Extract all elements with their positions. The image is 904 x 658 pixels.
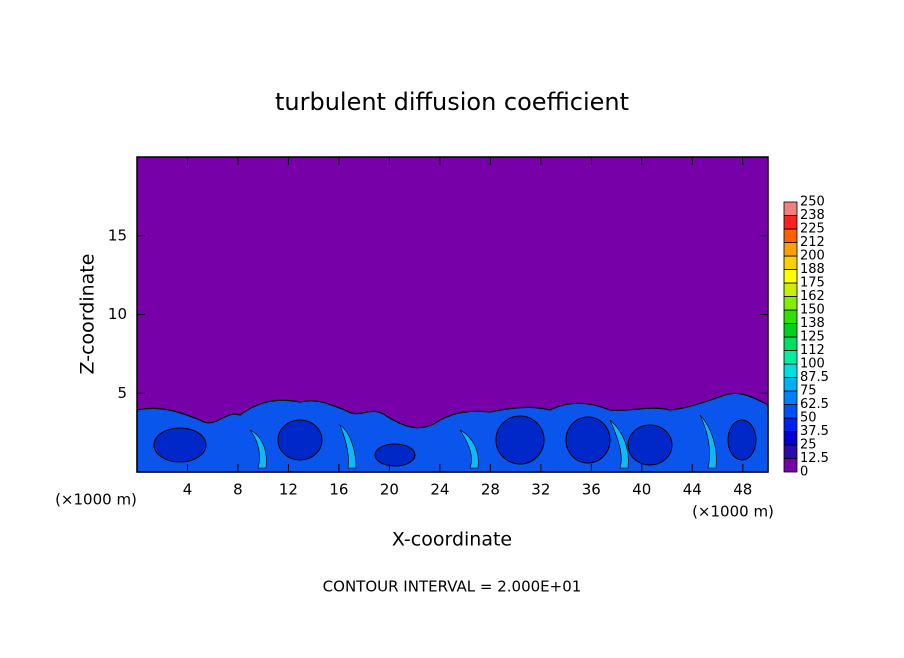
colorbar-label: 62.5 [800,397,829,412]
colorbar-swatch [783,363,798,378]
colorbar-swatch [783,417,798,432]
field-streak [339,424,357,469]
field-streak [249,429,267,469]
colorbar-swatch [783,296,798,311]
colorbar-swatch [783,431,798,446]
colorbar-swatch [783,377,798,392]
colorbar-label: 250 [800,195,825,210]
field-blob [727,419,757,461]
field-streak [699,414,717,469]
x-unit-label: (×1000 m) [692,503,774,521]
x-tick-label: 12 [279,481,298,499]
field-streak [459,429,479,469]
field-streak [609,419,629,469]
colorbar-label: 25 [800,438,817,453]
field-blob [153,427,207,463]
field-blob [277,419,323,461]
colorbar-label: 212 [800,235,825,250]
colorbar-label: 162 [800,289,825,304]
colorbar-swatch [783,336,798,351]
x-tick-label: 24 [430,481,449,499]
x-tick-label: 28 [481,481,500,499]
x-tick-label: 48 [733,481,752,499]
colorbar-swatch [783,458,798,473]
colorbar-label: 238 [800,208,825,223]
x-axis-label: X-coordinate [392,529,512,551]
colorbar-label: 87.5 [800,370,829,385]
y-tick-label: 10 [108,305,127,323]
colorbar-swatch [783,350,798,365]
x-tick-label: 8 [233,481,243,499]
colorbar-label: 125 [800,330,825,345]
colorbar-label: 200 [800,249,825,264]
colorbar-label: 188 [800,262,825,277]
colorbar-label: 138 [800,316,825,331]
field-detail [136,392,769,473]
y-axis-label: Z-coordinate [77,254,99,375]
colorbar-label: 50 [800,411,817,426]
colorbar-swatch [783,390,798,405]
field-blob [374,443,416,467]
colorbar-label: 175 [800,276,825,291]
colorbar-label: 75 [800,384,817,399]
colorbar-swatch [783,323,798,338]
colorbar-swatch [783,269,798,284]
colorbar-label: 0 [800,465,808,480]
colorbar-swatch [783,444,798,459]
colorbar-label: 37.5 [800,424,829,439]
colorbar-label: 100 [800,357,825,372]
field-blob [565,416,611,464]
annotation: CONTOUR INTERVAL = 2.000E+01 [323,578,582,596]
colorbar-label: 225 [800,222,825,237]
y-tick-label: 5 [117,384,127,402]
colorbar-swatch [783,228,798,243]
x-tick-label: 20 [380,481,399,499]
colorbar-label: 12.5 [800,451,829,466]
x-tick-label: 40 [632,481,651,499]
colorbar-swatch [783,404,798,419]
x-tick-label: 32 [531,481,550,499]
field-blob [495,415,545,465]
y-tick-label: 15 [108,226,127,244]
chart-title: turbulent diffusion coefficient [275,88,629,116]
colorbar-swatch [783,242,798,257]
colorbar-swatch [783,282,798,297]
x-unit-label: (×1000 m) [55,491,137,509]
colorbar-swatch [783,215,798,230]
colorbar-label: 150 [800,303,825,318]
colorbar-swatch [783,255,798,270]
colorbar-swatch [783,309,798,324]
colorbar-swatch [783,201,798,216]
x-tick-label: 16 [329,481,348,499]
x-tick-label: 4 [183,481,193,499]
x-tick-label: 36 [582,481,601,499]
x-tick-label: 44 [683,481,702,499]
field-blob [627,424,673,466]
colorbar-label: 112 [800,343,825,358]
